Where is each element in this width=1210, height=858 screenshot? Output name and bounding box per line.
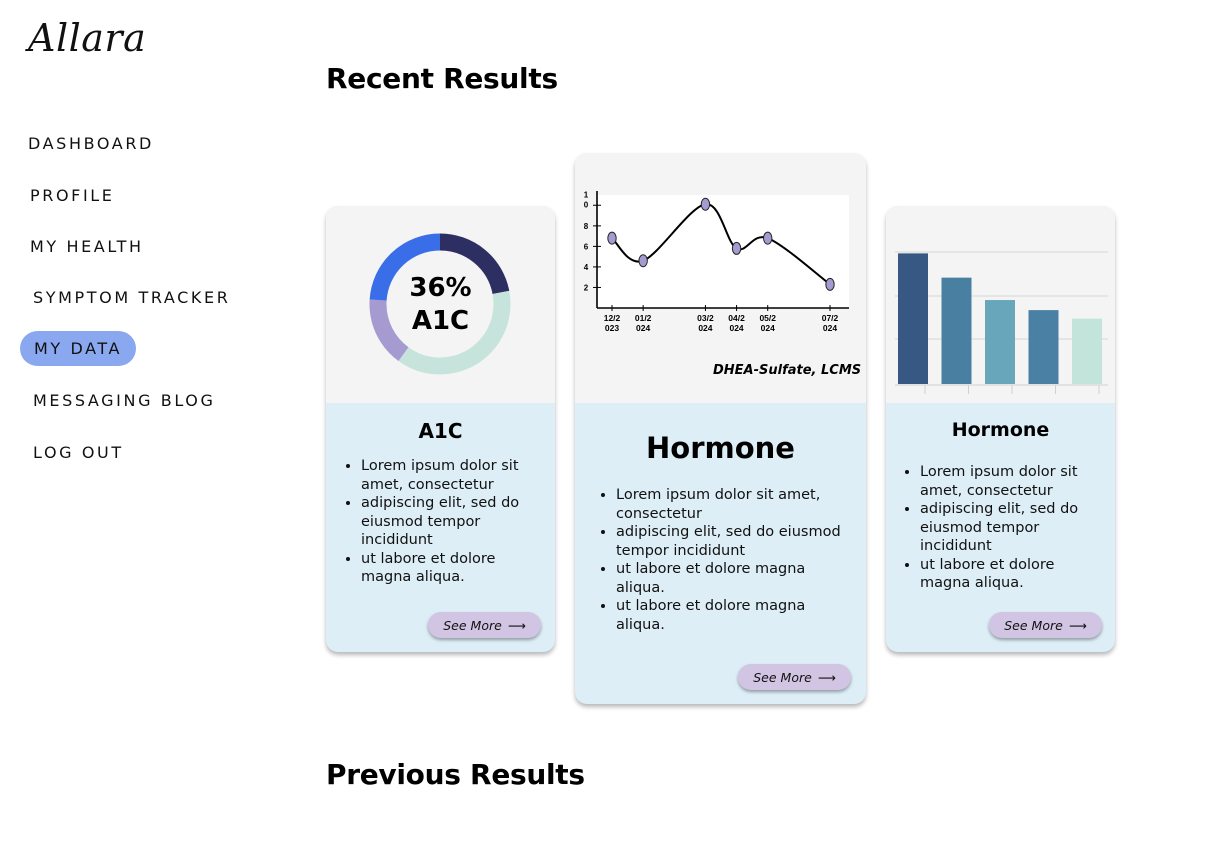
- see-more-label: See More: [443, 617, 502, 633]
- a1c-card-title: A1C: [418, 419, 463, 443]
- x-tick-label: 07/2: [822, 313, 839, 323]
- arrow-right-icon: ⟶: [817, 669, 836, 685]
- x-tick-label: 03/2: [697, 313, 714, 323]
- list-item: Lorem ipsum dolor sit amet, consectetur: [616, 486, 850, 523]
- donut-segment-1: [369, 233, 511, 375]
- arrow-right-icon: ⟶: [507, 617, 526, 633]
- hormone-bar-card[interactable]: Hormone Lorem ipsum dolor sit amet, cons…: [886, 206, 1115, 652]
- bar: [898, 253, 928, 384]
- donut-metric: A1C: [411, 306, 470, 336]
- a1c-see-more-button[interactable]: See More ⟶: [428, 612, 541, 638]
- nav-profile[interactable]: PROFILE: [30, 186, 115, 205]
- a1c-chart-area: 36% A1C: [326, 206, 555, 403]
- x-tick-label: 024: [636, 323, 650, 333]
- data-point: [607, 231, 617, 245]
- a1c-bullet-list: Lorem ipsum dolor sit amet, consectetur …: [345, 457, 545, 587]
- a1c-result-card[interactable]: 36% A1C A1C Lorem ipsum dolor sit amet, …: [326, 206, 555, 652]
- y-tick-label: 2: [584, 283, 589, 292]
- previous-results-heading: Previous Results: [326, 758, 585, 791]
- hormone-bar-chart-area: [886, 206, 1115, 403]
- see-more-label: See More: [753, 669, 812, 685]
- nav-messaging-blog[interactable]: MESSAGING BLOG: [33, 391, 216, 410]
- app-logo: Allara: [28, 16, 147, 60]
- dhea-line-chart: 24681012/202301/202403/202404/202405/202…: [584, 190, 849, 333]
- x-tick-label: 024: [729, 323, 743, 333]
- hormone-bar-chart: [895, 251, 1108, 394]
- arrow-right-icon: ⟶: [1068, 617, 1087, 633]
- x-tick-label: 024: [698, 323, 712, 333]
- a1c-donut-chart: [369, 233, 511, 375]
- hormone-line-card[interactable]: 2 4 6 8 1 0 12/2 023 01/2 024 03/2 024 04/2 024 05/2 02…: [575, 153, 866, 704]
- x-tick-label: 04/2: [728, 313, 745, 323]
- donut-percent: 36%: [409, 273, 472, 303]
- bar: [1072, 318, 1102, 384]
- x-tick-label: 01/2: [635, 313, 652, 323]
- donut-center-label: 36% A1C: [326, 272, 555, 338]
- data-point: [700, 197, 711, 211]
- list-item: adipiscing elit, sed do eiusmod tempor i…: [920, 500, 1104, 556]
- nav-my-data[interactable]: MY DATA: [20, 331, 137, 366]
- x-tick-label: 05/2: [759, 313, 776, 323]
- donut-segment-3: [369, 233, 511, 375]
- hormone-see-more-button[interactable]: See More ⟶: [738, 664, 851, 690]
- bar: [941, 277, 972, 384]
- data-point: [638, 254, 648, 268]
- nav-symptom-tracker[interactable]: SYMPTOM TRACKER: [33, 288, 231, 307]
- hormone-bullet-list: Lorem ipsum dolor sit amet, consectetur …: [600, 486, 850, 634]
- x-tick-label: 024: [823, 323, 837, 333]
- list-item: ut labore et dolore magna aliqua.: [920, 556, 1104, 593]
- hormone-bar-see-more-button[interactable]: See More ⟶: [989, 612, 1102, 638]
- x-tick-label: 023: [605, 323, 619, 333]
- recent-results-heading: Recent Results: [326, 62, 558, 95]
- list-item: ut labore et dolore magna aliqua.: [616, 560, 850, 597]
- x-tick-label: 12/2: [604, 313, 621, 323]
- data-point: [825, 277, 835, 291]
- see-more-label: See More: [1004, 617, 1063, 633]
- y-tick-label: 1: [584, 190, 589, 199]
- bar: [985, 300, 1015, 384]
- nav-dashboard[interactable]: DASHBOARD: [28, 134, 154, 153]
- plot-background: [597, 195, 849, 308]
- hormone-card-title: Hormone: [646, 431, 795, 465]
- nav-my-health[interactable]: MY HEALTH: [30, 237, 144, 256]
- hormone-bar-bullet-list: Lorem ipsum dolor sit amet, consectetur …: [904, 463, 1104, 593]
- donut-segment-2: [369, 233, 511, 375]
- y-tick-label: 8: [584, 222, 589, 231]
- y-tick-label: 0: [584, 200, 589, 209]
- list-item: Lorem ipsum dolor sit amet, consectetur: [920, 463, 1104, 500]
- hormone-bar-card-title: Hormone: [951, 419, 1050, 441]
- y-tick-label: 6: [584, 242, 589, 251]
- data-point: [731, 241, 742, 255]
- hormone-line-chart-area: 2 4 6 8 1 0 12/2 023 01/2 024 03/2 024 04/2 024 05/2 02…: [575, 153, 866, 403]
- list-item: adipiscing elit, sed do eiusmod tempor i…: [361, 494, 545, 550]
- y-tick-label: 4: [584, 263, 589, 272]
- chart-caption: DHEA-Sulfate, LCMS: [713, 363, 862, 378]
- list-item: Lorem ipsum dolor sit amet, consectetur: [361, 457, 545, 494]
- list-item: ut labore et dolore magna aliqua.: [616, 597, 850, 634]
- nav-log-out[interactable]: LOG OUT: [33, 443, 124, 462]
- bar: [1028, 310, 1059, 384]
- list-item: ut labore et dolore magna aliqua.: [361, 550, 545, 587]
- x-tick-label: 024: [761, 323, 775, 333]
- list-item: adipiscing elit, sed do eiusmod tempor i…: [616, 523, 850, 560]
- data-point: [763, 231, 773, 245]
